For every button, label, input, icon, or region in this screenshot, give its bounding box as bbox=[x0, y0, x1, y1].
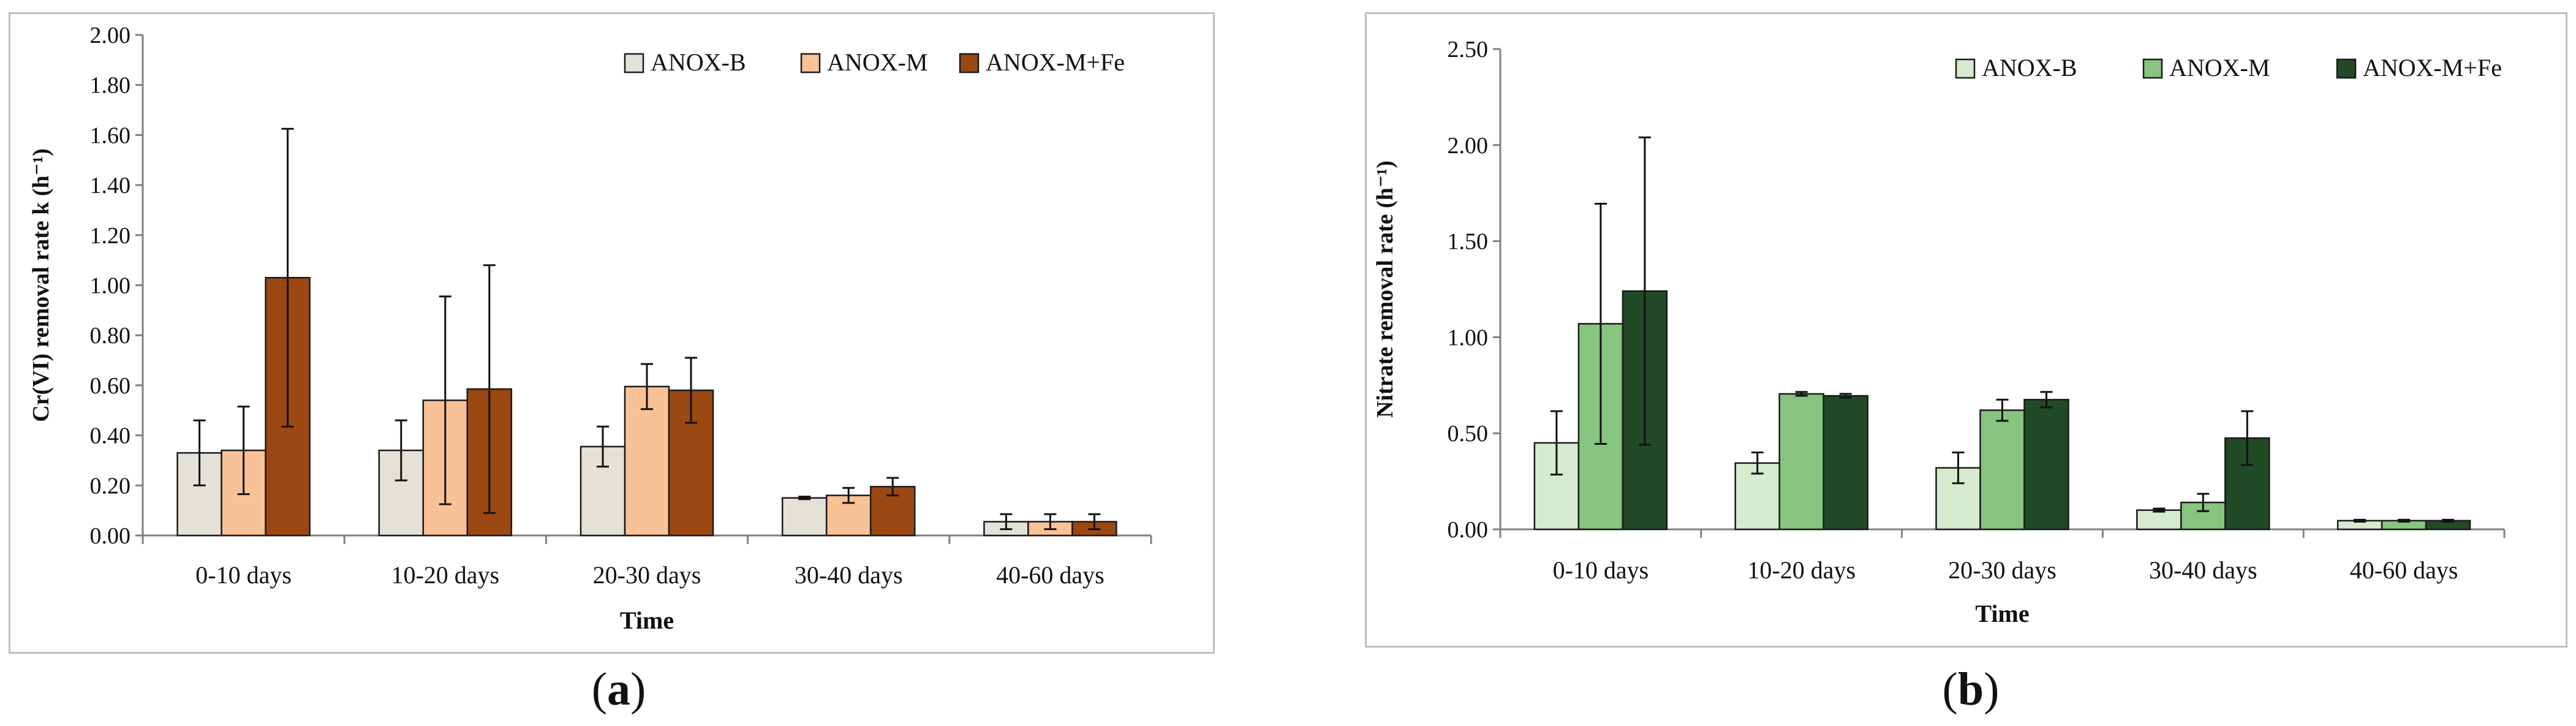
legend-label: ANOX-M bbox=[2169, 54, 2270, 81]
y-tick-label: 1.00 bbox=[1448, 325, 1489, 350]
y-tick-label: 2.00 bbox=[1448, 133, 1489, 159]
legend-label: ANOX-M bbox=[827, 48, 927, 76]
legend-swatch bbox=[624, 53, 644, 74]
y-tick-label: 2.00 bbox=[90, 23, 131, 48]
y-tick-label: 0.00 bbox=[1448, 517, 1489, 543]
chart-a: 0.00 0.20 0.40 0.60 0.80 1.00 1.20 1.40 1.60 1.80… bbox=[28, 23, 1152, 634]
y-tick-label: 0.40 bbox=[90, 423, 131, 449]
legend-swatch bbox=[959, 53, 980, 74]
bar bbox=[1734, 462, 1780, 531]
x-tick-label: 40-60 days bbox=[2350, 556, 2458, 584]
bar bbox=[2023, 399, 2069, 531]
y-tick-label: 1.40 bbox=[90, 173, 131, 199]
x-tick-label: 40-60 days bbox=[996, 561, 1105, 589]
x-tick-label: 0-10 days bbox=[1553, 556, 1649, 584]
y-tick-label: 2.50 bbox=[1448, 37, 1489, 62]
y-tick-label: 1.00 bbox=[90, 273, 131, 299]
y-tick-label: 0.80 bbox=[90, 323, 131, 349]
caption-a: (a) bbox=[591, 664, 646, 715]
chart-panel-a: 0.00 0.20 0.40 0.60 0.80 1.00 1.20 1.40 1.60 1.80… bbox=[9, 12, 1215, 654]
x-tick-label: 20-30 days bbox=[1948, 556, 2057, 584]
caption-b: (b) bbox=[1942, 664, 2000, 715]
legend-swatch bbox=[800, 53, 821, 74]
y-tick-label: 0.60 bbox=[90, 373, 131, 399]
legend-label: ANOX-M+Fe bbox=[986, 48, 1125, 76]
x-tick-label: 10-20 days bbox=[391, 561, 499, 589]
y-tick-label: 0.00 bbox=[90, 523, 131, 549]
bar bbox=[1778, 393, 1824, 531]
bar bbox=[624, 385, 670, 537]
bar bbox=[2136, 509, 2182, 531]
legend-label: ANOX-B bbox=[651, 48, 746, 76]
legend-label: ANOX-B bbox=[1982, 54, 2077, 81]
y-tick-label: 1.60 bbox=[90, 123, 131, 148]
legend-swatch bbox=[2142, 58, 2163, 79]
x-axis-title: Time bbox=[1975, 600, 2029, 627]
y-tick-label: 0.50 bbox=[1448, 421, 1489, 447]
x-axis-title: Time bbox=[620, 607, 674, 634]
x-tick-label: 30-40 days bbox=[795, 561, 903, 589]
x-tick-label: 30-40 days bbox=[2149, 556, 2257, 584]
chart-panel-b: 0.00 0.50 1.00 1.50 2.00 2.50 0-10 days 10-20 d… bbox=[1365, 12, 2567, 648]
legend-swatch bbox=[1955, 58, 1976, 79]
x-tick-label: 10-20 days bbox=[1747, 556, 1856, 584]
y-axis-title: Cr(VI) removal rate k (h⁻¹) bbox=[28, 148, 54, 422]
y-tick-label: 1.20 bbox=[90, 223, 131, 249]
y-tick-label: 1.50 bbox=[1448, 229, 1489, 255]
bar bbox=[781, 497, 828, 537]
y-tick-label: 0.20 bbox=[90, 473, 131, 499]
legend-swatch bbox=[2336, 58, 2357, 79]
y-axis-title: Nitrate removal rate (h⁻¹) bbox=[1372, 161, 1398, 418]
bar bbox=[1822, 395, 1868, 531]
y-tick-label: 1.80 bbox=[90, 73, 131, 99]
x-tick-label: 20-30 days bbox=[593, 561, 701, 589]
x-tick-label: 0-10 days bbox=[195, 561, 292, 589]
chart-b: 0.00 0.50 1.00 1.50 2.00 2.50 0-10 days 10-20 d… bbox=[1372, 37, 2506, 627]
bar bbox=[1979, 409, 2025, 531]
legend-label: ANOX-M+Fe bbox=[2363, 54, 2502, 81]
